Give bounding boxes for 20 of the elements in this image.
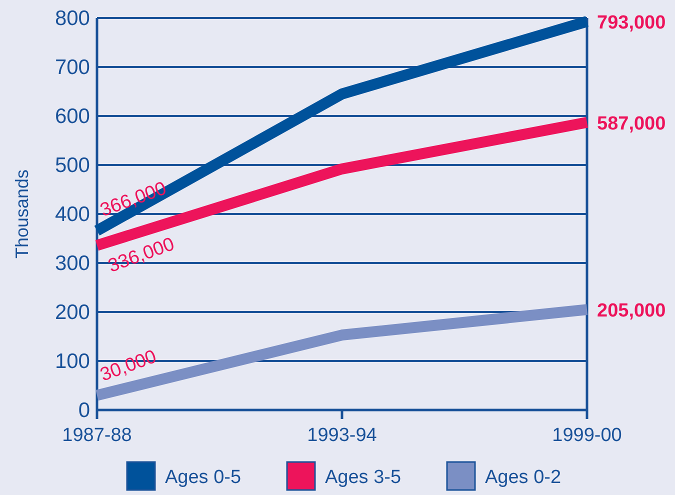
y-tick-label: 0: [78, 399, 90, 422]
annotation: 587,000: [597, 113, 666, 134]
y-axis-title: Thousands: [12, 169, 32, 259]
annotation: 205,000: [597, 300, 666, 322]
legend-label: Ages 0-2: [485, 467, 562, 488]
y-tick-label: 700: [54, 56, 90, 79]
y-tick-label: 400: [54, 203, 90, 226]
x-tick-label: 1987-88: [62, 425, 132, 446]
x-tick-label: 1993-94: [307, 425, 378, 446]
y-tick-label: 600: [54, 105, 90, 128]
x-tick-label: 1999-00: [552, 425, 622, 446]
y-tick-label: 200: [54, 301, 90, 324]
y-tick-label: 500: [54, 154, 90, 177]
legend-label: Ages 0-5: [165, 467, 242, 488]
y-tick-label: 800: [54, 7, 90, 30]
y-tick-label: 100: [54, 350, 90, 373]
y-tick-label: 300: [54, 252, 90, 275]
annotation: 30,000: [98, 346, 160, 386]
legend-label: Ages 3-5: [325, 467, 402, 488]
annotation: 793,000: [597, 12, 666, 34]
